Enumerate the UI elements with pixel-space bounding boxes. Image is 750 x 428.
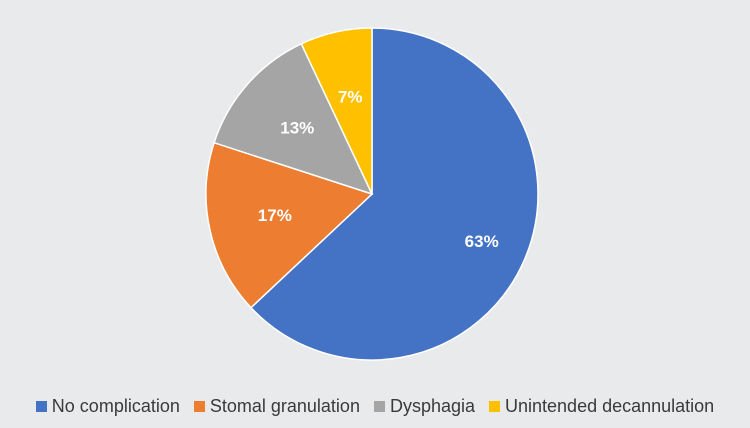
legend-label-dysphagia: Dysphagia xyxy=(389,395,476,416)
chart-legend: No complication Stomal granulation Dysph… xyxy=(0,393,750,419)
data-label-stomal-granulation: 17% xyxy=(258,206,292,225)
legend-label-no-complication: No complication xyxy=(51,395,180,416)
legend-item-unintended-decannulation: Unintended decannulation xyxy=(489,396,714,417)
pie-slice-stomal-granulation xyxy=(205,141,374,309)
legend-item-no-complication: No complication xyxy=(35,395,180,417)
pie-slice-unintended-decannulation xyxy=(300,27,373,195)
data-label-unintended-decannulation: 7% xyxy=(338,87,363,106)
legend-label-stomal-granulation: Stomal granulation xyxy=(209,395,360,416)
data-label-no-complication: 63% xyxy=(465,232,499,251)
legend-item-stomal-granulation: Stomal granulation xyxy=(193,395,360,417)
legend-item-dysphagia: Dysphagia xyxy=(373,395,476,417)
legend-swatch-stomal-granulation xyxy=(193,400,205,412)
legend-label-unintended-decannulation: Unintended decannulation xyxy=(505,395,715,416)
legend-swatch-dysphagia xyxy=(373,400,385,412)
pie-slice-dysphagia xyxy=(213,42,374,196)
legend-swatch-no-complication xyxy=(35,400,47,412)
data-label-dysphagia: 13% xyxy=(280,119,314,138)
legend-swatch-unintended-decannulation xyxy=(489,400,501,412)
pie-slice-no-complication xyxy=(249,27,539,361)
